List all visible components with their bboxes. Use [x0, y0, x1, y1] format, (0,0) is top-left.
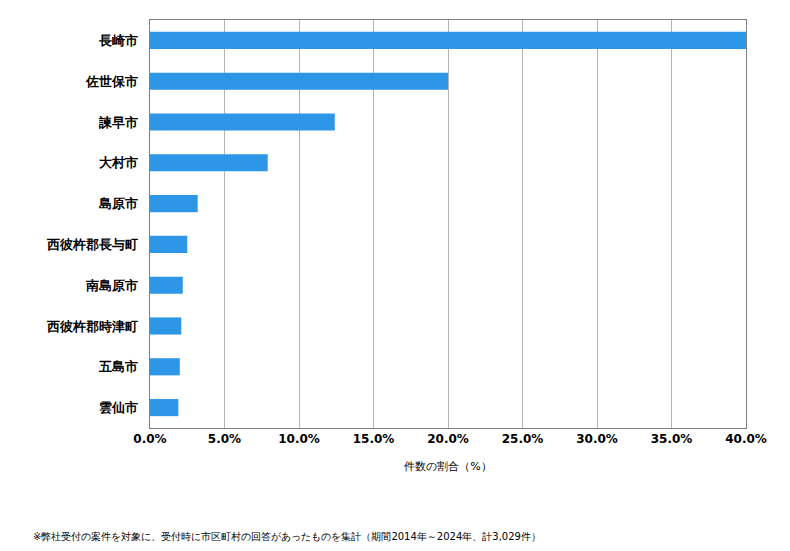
svg-text:0.0%: 0.0%: [133, 432, 166, 446]
svg-text:40.0%: 40.0%: [725, 432, 767, 446]
svg-text:15.0%: 15.0%: [353, 432, 395, 446]
svg-text:南島原市: 南島原市: [85, 278, 138, 293]
svg-text:長崎市: 長崎市: [98, 33, 138, 48]
svg-text:佐世保市: 佐世保市: [85, 74, 138, 89]
svg-text:五島市: 五島市: [98, 359, 138, 374]
svg-text:30.0%: 30.0%: [576, 432, 618, 446]
svg-text:25.0%: 25.0%: [502, 432, 544, 446]
svg-text:35.0%: 35.0%: [651, 432, 693, 446]
svg-text:件数の割合（%）: 件数の割合（%）: [404, 460, 491, 473]
svg-text:※弊社受付の案件を対象に、受付時に市区町村の回答があったもの: ※弊社受付の案件を対象に、受付時に市区町村の回答があったものを集計（期間2014…: [33, 531, 541, 542]
svg-text:10.0%: 10.0%: [278, 432, 320, 446]
svg-text:20.0%: 20.0%: [427, 432, 469, 446]
svg-text:5.0%: 5.0%: [208, 432, 241, 446]
svg-text:諫早市: 諫早市: [98, 115, 138, 130]
svg-text:西彼杵郡長与町: 西彼杵郡長与町: [46, 237, 138, 252]
svg-text:島原市: 島原市: [99, 196, 138, 211]
svg-text:西彼杵郡時津町: 西彼杵郡時津町: [46, 319, 138, 334]
svg-text:雲仙市: 雲仙市: [99, 400, 138, 415]
svg-text:大村市: 大村市: [99, 155, 138, 170]
